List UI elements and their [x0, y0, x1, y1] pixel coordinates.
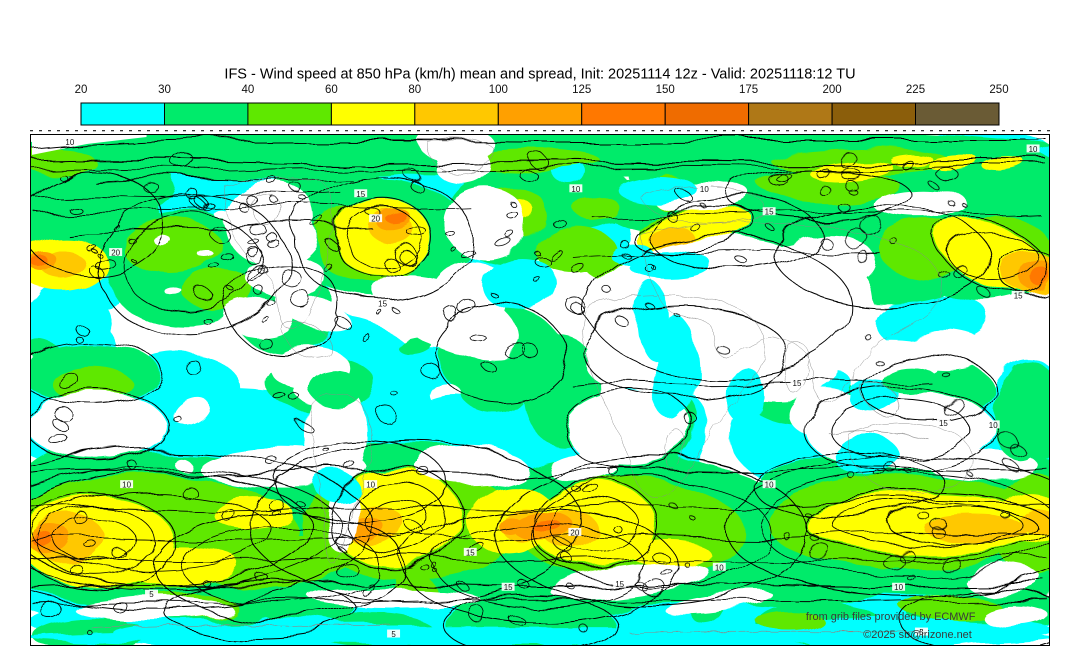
svg-text:5: 5: [391, 630, 396, 639]
svg-text:15: 15: [466, 548, 475, 557]
svg-text:10: 10: [700, 185, 709, 194]
svg-text:10: 10: [65, 138, 74, 147]
svg-text:60: 60: [325, 84, 338, 96]
svg-text:15: 15: [793, 379, 802, 388]
svg-text:20: 20: [570, 528, 579, 537]
svg-text:200: 200: [823, 84, 842, 96]
svg-text:5: 5: [149, 590, 154, 599]
svg-text:30: 30: [158, 84, 171, 96]
svg-text:80: 80: [408, 84, 421, 96]
svg-text:225: 225: [906, 84, 925, 96]
svg-text:100: 100: [489, 84, 508, 96]
svg-text:10: 10: [122, 481, 131, 490]
svg-text:20: 20: [75, 84, 88, 96]
svg-text:15: 15: [504, 583, 513, 592]
svg-text:©2025 sb@irizone.net: ©2025 sb@irizone.net: [863, 629, 972, 641]
svg-text:175: 175: [739, 84, 758, 96]
svg-text:5: 5: [919, 628, 924, 637]
svg-text:10: 10: [1029, 145, 1038, 154]
svg-text:15: 15: [356, 190, 365, 199]
svg-text:10: 10: [715, 563, 724, 572]
svg-text:125: 125: [572, 84, 591, 96]
svg-text:15: 15: [1014, 291, 1023, 300]
svg-text:10: 10: [571, 185, 580, 194]
svg-text:10: 10: [765, 481, 774, 490]
svg-text:250: 250: [989, 84, 1008, 96]
svg-text:from grib files provided by EC: from grib files provided by ECMWF: [806, 611, 976, 623]
svg-text:10: 10: [894, 583, 903, 592]
svg-text:IFS - Wind speed at 850 hPa (k: IFS - Wind speed at 850 hPa (km/h) mean …: [224, 67, 855, 83]
svg-text:15: 15: [378, 299, 387, 308]
svg-text:15: 15: [765, 208, 774, 217]
svg-text:20: 20: [371, 215, 380, 224]
svg-text:15: 15: [615, 580, 624, 589]
svg-text:10: 10: [989, 421, 998, 430]
svg-text:20: 20: [111, 249, 120, 258]
svg-text:150: 150: [656, 84, 675, 96]
svg-text:15: 15: [939, 419, 948, 428]
svg-text:40: 40: [242, 84, 255, 96]
svg-text:10: 10: [366, 481, 375, 490]
